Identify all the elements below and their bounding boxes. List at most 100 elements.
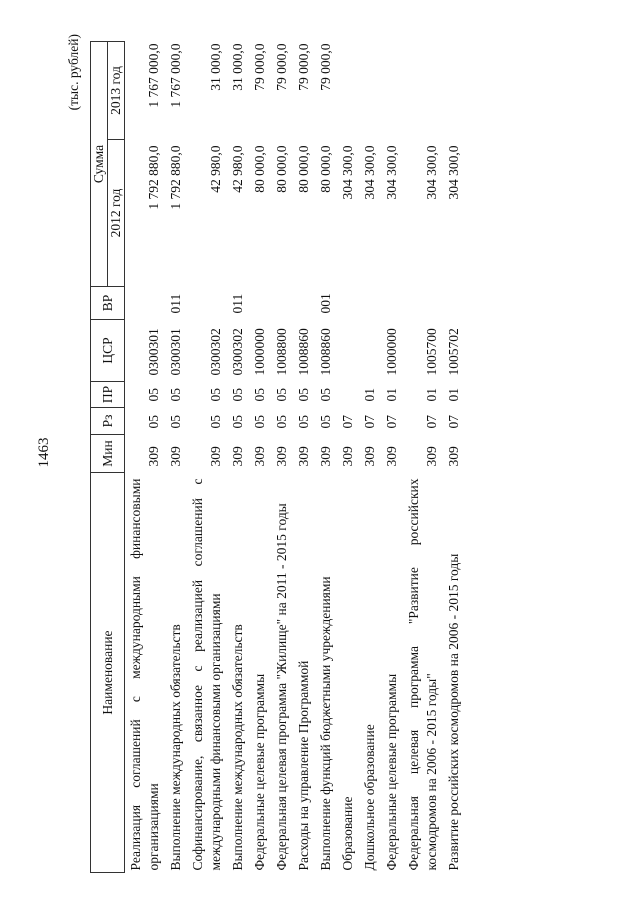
- cell-csr: 1005700: [424, 328, 439, 376]
- cell-vr: [293, 287, 315, 320]
- cell-csr: 1000000: [252, 328, 267, 376]
- cell-csr: 1005702: [446, 328, 461, 376]
- cell-y2012: 304 300,0: [384, 145, 399, 200]
- cell-y2013: [381, 41, 403, 139]
- cell-vr: [359, 287, 381, 320]
- cell-name: Выполнение функций бюджетными учреждения…: [318, 576, 333, 871]
- cell-min: 309: [168, 446, 183, 467]
- table-row: Федеральные целевые программы 309 05 05 1000…: [249, 41, 271, 872]
- table-row: Федеральная целевая программа "Развитие …: [403, 41, 443, 872]
- cell-csr: 0300302: [230, 328, 245, 376]
- cell-y2012: 1 792 880,0: [168, 145, 183, 210]
- cell-vr: 001: [318, 293, 333, 314]
- cell-rz: 05: [318, 415, 333, 429]
- cell-y2012: 304 300,0: [446, 145, 461, 200]
- cell-y2012: 42 980,0: [230, 145, 245, 193]
- table-row: Выполнение международных обязательств 309…: [165, 41, 187, 872]
- header-row: Наименование Мин Рз ПР ЦСР ВР Сумма: [90, 41, 125, 873]
- cell-name: Выполнение международных обязательств: [230, 624, 245, 871]
- cell-vr: [249, 287, 271, 320]
- cell-pr: 05: [274, 388, 289, 402]
- cell-csr: 1008800: [274, 328, 289, 376]
- cell-pr: [337, 382, 359, 408]
- cell-name: Реализация соглашений с международными ф…: [128, 478, 161, 871]
- cell-rz: 05: [296, 415, 311, 429]
- cell-csr: 1008860: [318, 328, 333, 376]
- cell-vr: [403, 287, 443, 320]
- cell-name: Развитие российских космодромов на 2006 …: [446, 553, 461, 871]
- cell-y2012: 1 792 880,0: [146, 145, 161, 210]
- cell-vr: 011: [168, 293, 183, 314]
- cell-csr: 0300301: [146, 328, 161, 376]
- cell-pr: 05: [296, 388, 311, 402]
- header-min: Мин: [90, 434, 125, 473]
- header-2012: 2012 год: [107, 139, 125, 287]
- cell-y2012: 80 000,0: [252, 145, 267, 193]
- header-vr: ВР: [90, 286, 125, 320]
- cell-csr: [359, 320, 381, 382]
- cell-rz: 07: [446, 415, 461, 429]
- cell-pr: 01: [424, 388, 439, 402]
- header-name: Наименование: [90, 472, 125, 873]
- cell-vr: [271, 287, 293, 320]
- header-sum: Сумма: [90, 41, 108, 287]
- cell-name: Выполнение международных обязательств: [168, 624, 183, 871]
- cell-pr: 05: [168, 388, 183, 402]
- cell-min: 309: [208, 446, 223, 467]
- cell-min: 309: [362, 446, 377, 467]
- cell-pr: 05: [252, 388, 267, 402]
- cell-y2013: 79 000,0: [274, 43, 289, 91]
- cell-csr: 1000000: [384, 328, 399, 376]
- cell-min: 309: [146, 446, 161, 467]
- table-row: Развитие российских космодромов на 2006 …: [443, 41, 465, 872]
- cell-y2013: 31 000,0: [208, 43, 223, 91]
- cell-name: Федеральные целевые программы: [252, 673, 267, 871]
- cell-rz: 05: [146, 415, 161, 429]
- cell-min: 309: [230, 446, 245, 467]
- cell-y2013: [403, 41, 443, 139]
- cell-min: 309: [424, 446, 439, 467]
- table-row: Софинансирование, связанное с реализацие…: [187, 41, 227, 872]
- cell-min: 309: [274, 446, 289, 467]
- cell-min: 309: [384, 446, 399, 467]
- cell-pr: 05: [146, 388, 161, 402]
- cell-y2013: 1 767 000,0: [168, 43, 183, 108]
- cell-vr: [125, 287, 166, 320]
- header-2013: 2013 год: [107, 41, 125, 140]
- cell-y2013: [443, 41, 465, 139]
- table-row: Реализация соглашений с международными ф…: [125, 41, 166, 872]
- cell-vr: [443, 287, 465, 320]
- cell-y2013: 79 000,0: [252, 43, 267, 91]
- cell-min: 309: [296, 446, 311, 467]
- cell-csr: 0300302: [208, 328, 223, 376]
- cell-pr: 01: [384, 388, 399, 402]
- table-row: Федеральные целевые программы 309 07 01 1000…: [381, 41, 403, 872]
- cell-rz: 05: [252, 415, 267, 429]
- cell-min: 309: [446, 446, 461, 467]
- cell-vr: 011: [230, 293, 245, 314]
- cell-y2012: 80 000,0: [274, 145, 289, 193]
- table-row: Выполнение функций бюджетными учреждения…: [315, 41, 337, 872]
- cell-rz: 05: [230, 415, 245, 429]
- cell-rz: 07: [384, 415, 399, 429]
- cell-y2012: 42 980,0: [208, 145, 223, 193]
- cell-rz: 05: [208, 415, 223, 429]
- cell-name: Федеральные целевые программы: [384, 673, 399, 871]
- cell-y2012: 304 300,0: [340, 145, 355, 200]
- cell-vr: [337, 287, 359, 320]
- cell-y2013: [337, 41, 359, 139]
- cell-csr: [337, 320, 359, 382]
- header-rz: Рз: [90, 407, 125, 435]
- cell-y2012: 80 000,0: [296, 145, 311, 193]
- cell-y2012: 304 300,0: [362, 145, 377, 200]
- cell-name: Федеральная целевая программа "Жилище" н…: [274, 503, 289, 871]
- cell-y2013: [359, 41, 381, 139]
- cell-pr: 05: [208, 388, 223, 402]
- cell-y2013: 1 767 000,0: [146, 43, 161, 108]
- table-row: Федеральная целевая программа "Жилище" н…: [271, 41, 293, 872]
- budget-table: Наименование Мин Рз ПР ЦСР ВР Сумма 2012…: [90, 41, 465, 873]
- table-row: Образование 309 07 304 300,0: [337, 41, 359, 872]
- cell-rz: 07: [424, 415, 439, 429]
- table-row: Выполнение международных обязательств 309…: [227, 41, 249, 872]
